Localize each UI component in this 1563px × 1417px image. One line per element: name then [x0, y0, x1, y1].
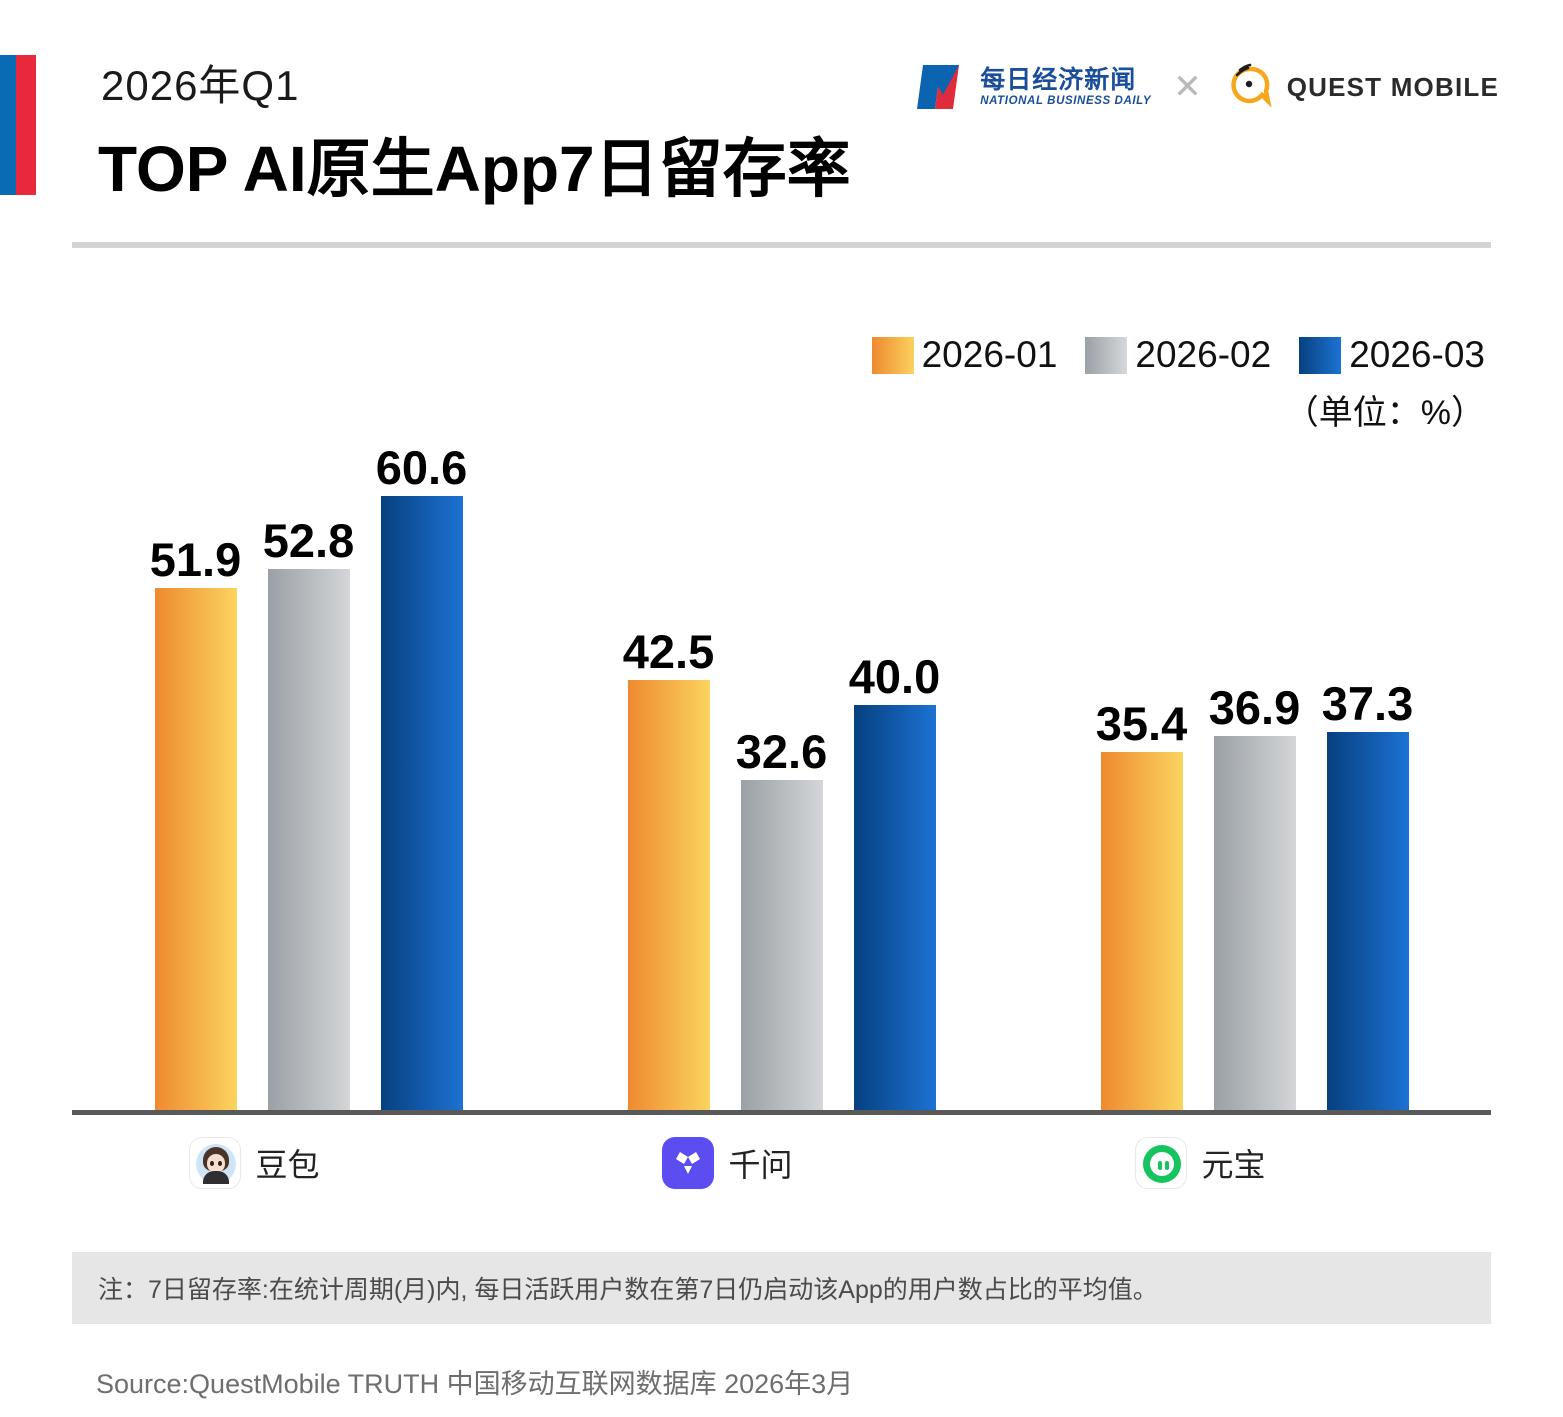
kicker-text: 2026年Q1: [101, 62, 300, 109]
bar-wrap-doubao-2026-03: 60.6: [376, 300, 467, 1110]
bar-doubao-2026-01: [154, 588, 237, 1110]
category-doubao: 豆包: [72, 1128, 545, 1198]
doubao-app-icon: [189, 1137, 242, 1189]
bar-doubao-2026-02: [267, 569, 350, 1110]
bar-groups: 51.9 52.8 60.6 42.5: [72, 300, 1491, 1110]
bar-value-qianwen-2026-03: 40.0: [848, 650, 941, 703]
bar-qianwen-2026-01: [627, 680, 710, 1110]
questmobile-mark-icon: [1224, 61, 1276, 114]
qianwen-app-icon: [662, 1137, 715, 1189]
header-divider: [72, 242, 1491, 248]
bar-wrap-yuanbao-2026-01: 35.4: [1096, 300, 1187, 1110]
nbd-wordmark: 每日经济新闻 NATIONAL BUSINESS DAILY: [980, 67, 1151, 108]
legend-item-2026-02: 2026-02: [1085, 334, 1271, 376]
bar-value-qianwen-2026-02: 32.6: [735, 725, 828, 778]
bar-chart: 51.9 52.8 60.6 42.5: [72, 300, 1491, 1115]
category-qianwen: 千问: [545, 1128, 1018, 1198]
bar-qianwen-2026-02: [740, 780, 823, 1110]
nbd-mark-icon: [915, 61, 971, 113]
legend-label-2026-01: 2026-01: [921, 334, 1058, 375]
legend-swatch-orange: [871, 336, 914, 374]
category-label-doubao: 豆包: [255, 1147, 320, 1183]
logo-bar: 每日经济新闻 NATIONAL BUSINESS DAILY ✕ QUEST M…: [915, 47, 1499, 127]
legend-item-2026-03: 2026-03: [1299, 334, 1485, 376]
legend-label-2026-03: 2026-03: [1349, 334, 1485, 375]
category-axis: 豆包 千问 元宝: [72, 1128, 1491, 1198]
legend-swatch-gray: [1085, 336, 1128, 374]
chart-unit-label: （单位：%）: [1284, 394, 1485, 432]
bar-group-qianwen: 42.5 32.6 40.0: [545, 300, 1018, 1110]
bar-yuanbao-2026-03: [1326, 732, 1409, 1110]
accent-stripe-red: [16, 55, 36, 195]
bar-wrap-yuanbao-2026-03: 37.3: [1322, 300, 1413, 1110]
bar-qianwen-2026-03: [853, 705, 936, 1110]
bar-wrap-qianwen-2026-03: 40.0: [849, 300, 940, 1110]
bar-value-qianwen-2026-01: 42.5: [622, 625, 715, 678]
bar-value-doubao-2026-03: 60.6: [375, 441, 468, 494]
x-axis-line: [72, 1110, 1491, 1115]
bar-group-doubao: 51.9 52.8 60.6: [72, 300, 545, 1110]
logo-separator-icon: ✕: [1173, 68, 1202, 106]
category-label-qianwen: 千问: [728, 1147, 793, 1183]
bar-wrap-qianwen-2026-02: 32.6: [736, 300, 827, 1110]
bar-value-doubao-2026-01: 51.9: [149, 533, 242, 586]
questmobile-wordmark: QUEST MOBILE: [1286, 71, 1499, 102]
bar-group-yuanbao: 35.4 36.9 37.3: [1018, 300, 1491, 1110]
source-text: Source:QuestMobile TRUTH 中国移动互联网数据库 2026…: [96, 1369, 854, 1399]
legend-item-2026-01: 2026-01: [871, 334, 1058, 376]
questmobile-logo: QUEST MOBILE: [1224, 61, 1499, 114]
bar-doubao-2026-03: [380, 496, 463, 1110]
bar-value-yuanbao-2026-02: 36.9: [1208, 681, 1301, 734]
nbd-logo: 每日经济新闻 NATIONAL BUSINESS DAILY: [915, 61, 1151, 113]
bar-value-doubao-2026-02: 52.8: [262, 514, 355, 567]
page-title: TOP AI原生App7日留存率: [98, 133, 851, 205]
bar-value-yuanbao-2026-03: 37.3: [1321, 677, 1414, 730]
note-box: 注：7日留存率:在统计周期(月)内, 每日活跃用户数在第7日仍启动该App的用户…: [72, 1252, 1491, 1324]
yuanbao-app-icon: [1135, 1137, 1188, 1189]
note-text: 注：7日留存率:在统计周期(月)内, 每日活跃用户数在第7日仍启动该App的用户…: [98, 1276, 1158, 1304]
bar-yuanbao-2026-02: [1213, 736, 1296, 1110]
legend-label-2026-02: 2026-02: [1135, 334, 1272, 375]
category-label-yuanbao: 元宝: [1201, 1147, 1266, 1183]
accent-stripe-blue: [0, 55, 16, 195]
chart-legend: 2026-01 2026-02 2026-03: [871, 334, 1485, 376]
bar-wrap-doubao-2026-02: 52.8: [263, 300, 354, 1110]
bar-yuanbao-2026-01: [1100, 752, 1183, 1110]
bar-value-yuanbao-2026-01: 35.4: [1095, 697, 1188, 750]
legend-swatch-blue: [1299, 336, 1342, 374]
accent-stripe: [0, 55, 36, 195]
nbd-name-en: NATIONAL BUSINESS DAILY: [980, 94, 1152, 107]
nbd-name-cn: 每日经济新闻: [980, 64, 1137, 94]
bar-wrap-qianwen-2026-01: 42.5: [623, 300, 714, 1110]
bar-wrap-doubao-2026-01: 51.9: [150, 300, 241, 1110]
bar-wrap-yuanbao-2026-02: 36.9: [1209, 300, 1300, 1110]
category-yuanbao: 元宝: [1018, 1128, 1491, 1198]
